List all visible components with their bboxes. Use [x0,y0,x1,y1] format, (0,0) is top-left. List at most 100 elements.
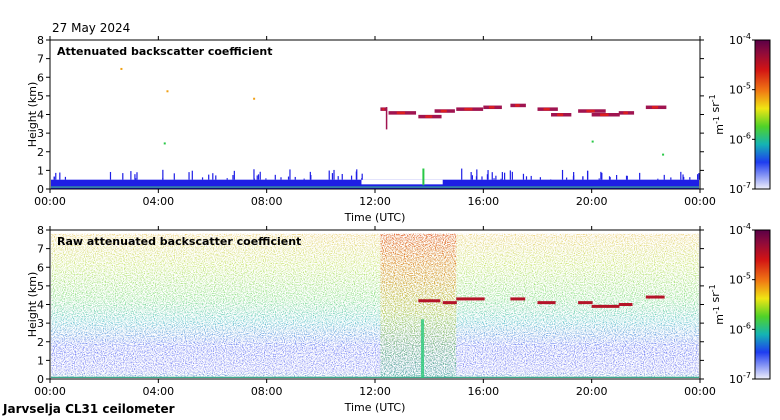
speckle [488,352,490,354]
cloud-segment [418,299,441,303]
speckle [70,348,73,350]
speckle [221,367,223,369]
speckle [599,369,601,371]
speckle [219,370,222,372]
y-tick-label: 2 [37,336,44,349]
speckle [306,340,308,342]
colorbar-tick-exponent: -5 [743,82,751,91]
bl-spike [135,178,137,180]
speckle [193,340,195,342]
speckle [495,349,498,351]
speckle [471,342,473,344]
speckle [234,334,236,336]
speckle [366,356,368,358]
speckle [591,344,594,346]
bl-spike [226,178,228,180]
speckle [596,361,599,363]
speckle [371,368,374,370]
x-tick-label: 08:00 [251,195,283,208]
bl-spike [689,177,691,180]
speckle [362,327,365,329]
x-axis: 00:00 04:00 08:00 12:00 16:00 20:00 00:00 [34,36,716,208]
speckle [291,363,294,365]
y-tick-label: 5 [37,280,44,293]
bl-spike [493,178,495,180]
bl-spike [481,176,483,180]
bl-spike [59,172,61,180]
speckle [636,343,639,345]
speckle [281,342,283,344]
speckle [626,365,629,367]
speckle [329,335,332,337]
speckle [57,328,60,330]
speckle [670,344,673,346]
speckle [658,349,661,351]
speckle [557,351,560,353]
speckle [364,355,367,357]
y-axis: 0 1 2 3 4 5 6 7 8 [37,34,704,196]
noise-block [380,233,457,378]
bl-spike [491,172,493,180]
cloud-core [515,104,520,107]
speckle [52,370,55,372]
speckle [358,351,360,353]
bl-spike [259,171,261,180]
speckle [126,346,128,348]
bl-spike [683,176,685,180]
speckle [114,346,117,348]
speckle [371,372,373,374]
speckle [164,362,166,364]
y-tick-label: 0 [37,373,44,386]
bl-spike [626,175,628,180]
bl-spike [470,172,472,180]
speckle [321,353,323,355]
cloud-core [382,107,385,111]
speckle [565,340,567,342]
bl-spike [274,174,276,180]
unit-exponent: -1 [708,94,717,102]
speckle [136,336,139,338]
speckle [486,369,488,371]
speckle [484,352,487,354]
speckle [274,341,276,343]
unit-exponent: -1 [708,284,717,292]
speckle [547,337,550,339]
speckle [172,372,175,374]
speckle [70,328,72,330]
speckle [688,337,690,339]
bl-spike [509,170,511,180]
bl-spike [256,175,258,180]
speckle [120,357,123,359]
y-tick-label: 4 [37,299,44,312]
bl-spike [566,177,568,180]
bl-spike [53,176,55,180]
y-tick-label: 1 [37,354,44,367]
bl-spike [201,177,204,180]
x-axis: 00:00 04:00 08:00 12:00 16:00 20:00 00:00 [34,226,716,398]
sparse-echo [166,90,169,93]
bl-spike [461,168,463,180]
colorbar: 10-410-510-610-7m-1 sr-1 [708,222,771,386]
speckle [179,335,181,337]
speckle [218,353,221,355]
colorbar-units: m-1 sr-1 [708,284,726,324]
unit-exponent: -1 [712,306,721,314]
speckle [371,359,373,361]
y-axis-label: Height (km) [26,82,39,148]
y-tick-label: 4 [37,109,44,122]
speckle [335,360,338,362]
speckle [354,368,356,370]
speckle [607,337,610,339]
x-tick-label: 04:00 [142,385,174,398]
speckle [250,351,252,353]
x-tick-label: 04:00 [142,195,174,208]
bl-spike [188,172,190,180]
y-tick-label: 5 [37,90,44,103]
bl-spike [495,175,497,180]
x-tick-label: 12:00 [359,385,391,398]
speckle [531,347,534,349]
bl-spike [522,173,525,180]
speckle [609,343,612,345]
speckle [289,343,291,345]
speckle [580,366,583,368]
